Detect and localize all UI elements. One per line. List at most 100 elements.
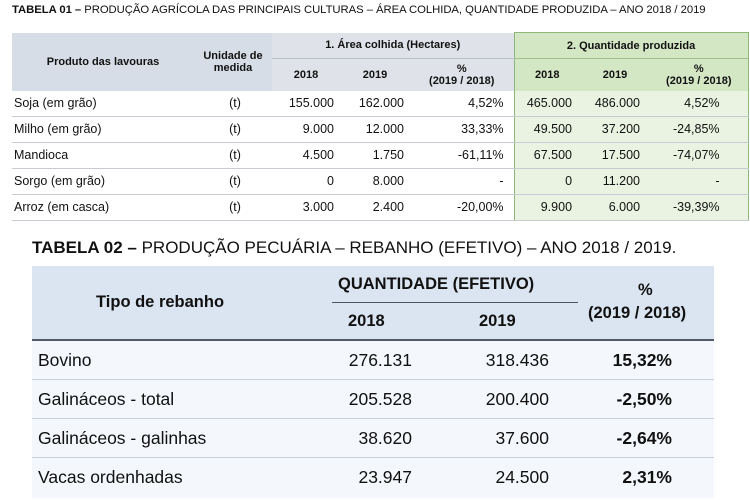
cell-qty-2019: 37.200	[580, 116, 651, 143]
cell-herd-type: Bovino	[38, 350, 92, 370]
table-02-title: TABELA 02 – PRODUÇÃO PECUÁRIA – REBANHO …	[32, 238, 676, 258]
cell-area-pct: -61,11%	[410, 142, 515, 169]
table-02: Tipo de rebanho QUANTIDADE (EFETIVO) 201…	[32, 266, 714, 498]
qty-pct-symbol: %	[693, 62, 704, 75]
qty-pct-header: % (2019 / 2018)	[650, 58, 749, 91]
cell-area-2018: 4.500	[272, 142, 340, 169]
cell-unit: (t)	[194, 142, 272, 169]
table-row: Vacas ordenhadas 23.947 24.500 2,31%	[32, 458, 714, 497]
cell-area-2019: 162.000	[340, 90, 410, 117]
table-02-title-label: TABELA 02 –	[32, 238, 137, 257]
group-header-quantity: 2. Quantidade produzida	[513, 32, 749, 59]
row-divider	[32, 418, 714, 419]
table-row: Milho (em grão) (t) 9.000 12.000 33,33% 49.50…	[12, 116, 749, 143]
table-row: Sorgo (em grão) (t) 0 8.000-0 11.200-	[12, 168, 749, 195]
cell-product: Sorgo (em grão)	[12, 168, 194, 195]
cell-pct-change: -2,50%	[616, 389, 672, 409]
cell-value-2018: 276.131	[348, 350, 412, 370]
cell-qty-2018: 49.500	[513, 116, 581, 143]
cell-product: Soja (em grão)	[12, 90, 194, 117]
cell-qty-2018: 67.500	[513, 142, 581, 169]
group-header-underline	[332, 302, 578, 303]
table-01-title: TABELA 01 – PRODUÇÃO AGRÍCOLA DAS PRINCI…	[12, 4, 706, 16]
cell-area-2019: 2.400	[340, 194, 410, 221]
cell-area-pct: 33,33%	[410, 116, 515, 143]
cell-value-2019: 318.436	[485, 350, 549, 370]
row-divider	[32, 379, 714, 380]
group-header-area: 1. Área colhida (Hectares)	[272, 32, 515, 59]
table-01-title-label: TABELA 01 –	[12, 4, 82, 16]
cell-pct-change: -2,64%	[616, 428, 672, 448]
table-01-body: Soja (em grão) (t) 155.000 162.000 4,52% 465.…	[12, 90, 749, 221]
table-02-header: Tipo de rebanho QUANTIDADE (EFETIVO) 201…	[32, 266, 714, 341]
table-01-title-text: PRODUÇÃO AGRÍCOLA DAS PRINCIPAIS CULTURA…	[81, 4, 706, 16]
qty-year-2018: 2018	[513, 58, 581, 91]
pct-header-period: (2019 / 2018)	[588, 304, 687, 322]
row-divider	[32, 457, 714, 458]
qty-pct-period: (2019 / 2018)	[666, 74, 732, 87]
cell-product: Mandioca	[12, 142, 194, 169]
cell-qty-2019: 6.000	[580, 194, 651, 221]
col-header-product: Produto das lavouras	[12, 32, 194, 91]
cell-qty-2019: 17.500	[580, 142, 651, 169]
cell-value-2019: 200.400	[485, 389, 549, 409]
cell-area-2018: 3.000	[272, 194, 340, 221]
cell-pct-change: 2,31%	[622, 467, 672, 487]
cell-qty-pct: -74,07%	[650, 142, 749, 169]
cell-value-2018: 38.620	[358, 428, 412, 448]
year-2018-header: 2018	[348, 312, 385, 330]
cell-qty-pct: -39,39%	[650, 194, 749, 221]
cell-qty-pct: -24,85%	[650, 116, 749, 143]
cell-value-2018: 205.528	[348, 389, 412, 409]
cell-herd-type: Vacas ordenhadas	[38, 467, 183, 487]
cell-qty-pct: -	[650, 168, 749, 195]
table-row: Galináceos - galinhas 38.620 37.600 -2,64%	[32, 419, 714, 458]
table-row: Soja (em grão) (t) 155.000 162.000 4,52% 465.…	[12, 90, 749, 117]
table-01-section: TABELA 01 – PRODUÇÃO AGRÍCOLA DAS PRINCI…	[0, 0, 750, 228]
table-row: Mandioca (t) 4.500 1.750 -61,11% 67.500 17.500…	[12, 142, 749, 169]
cell-qty-2018: 0	[513, 168, 581, 195]
area-year-2019: 2019	[340, 58, 410, 91]
area-pct-period: (2019 / 2018)	[429, 74, 495, 87]
cell-area-pct: 4,52%	[410, 90, 515, 117]
table-row: Arroz (em casca) (t) 3.000 2.400 -20,00% 9.90…	[12, 194, 749, 221]
cell-area-2018: 155.000	[272, 90, 340, 117]
cell-qty-pct: 4,52%	[650, 90, 749, 117]
table-row: Galináceos - total 205.528 200.400 -2,50%	[32, 380, 714, 419]
table-01: Produto das lavouras Unidade de medida 1…	[12, 32, 749, 221]
cell-value-2018: 23.947	[358, 467, 412, 487]
cell-herd-type: Galináceos - galinhas	[38, 428, 207, 448]
cell-area-pct: -20,00%	[410, 194, 515, 221]
cell-herd-type: Galináceos - total	[38, 389, 175, 409]
cell-product: Milho (em grão)	[12, 116, 194, 143]
area-pct-header: % (2019 / 2018)	[410, 58, 515, 91]
cell-area-2018: 9.000	[272, 116, 340, 143]
col-header-herd-type: Tipo de rebanho	[96, 293, 225, 311]
cell-pct-change: 15,32%	[612, 350, 672, 370]
cell-area-2018: 0	[272, 168, 340, 195]
cell-unit: (t)	[194, 168, 272, 195]
cell-value-2019: 37.600	[495, 428, 549, 448]
cell-qty-2018: 9.900	[513, 194, 581, 221]
cell-qty-2019: 486.000	[580, 90, 651, 117]
qty-year-2019: 2019	[580, 58, 651, 91]
area-year-2018: 2018	[272, 58, 340, 91]
cell-qty-2018: 465.000	[513, 90, 581, 117]
area-pct-symbol: %	[456, 62, 467, 75]
cell-unit: (t)	[194, 194, 272, 221]
cell-area-pct: -	[410, 168, 515, 195]
cell-unit: (t)	[194, 90, 272, 117]
year-2019-header: 2019	[479, 312, 516, 330]
cell-qty-2019: 11.200	[580, 168, 651, 195]
cell-area-2019: 1.750	[340, 142, 410, 169]
cell-product: Arroz (em casca)	[12, 194, 194, 221]
table-row: Bovino 276.131 318.436 15,32%	[32, 341, 714, 380]
cell-unit: (t)	[194, 116, 272, 143]
col-header-unit: Unidade de medida	[194, 32, 272, 91]
cell-value-2019: 24.500	[495, 467, 549, 487]
pct-header-symbol: %	[638, 281, 653, 299]
cell-area-2019: 8.000	[340, 168, 410, 195]
cell-area-2019: 12.000	[340, 116, 410, 143]
table-02-title-text: PRODUÇÃO PECUÁRIA – REBANHO (EFETIVO) – …	[136, 238, 677, 257]
group-header-quantity-effective: QUANTIDADE (EFETIVO)	[338, 275, 535, 293]
